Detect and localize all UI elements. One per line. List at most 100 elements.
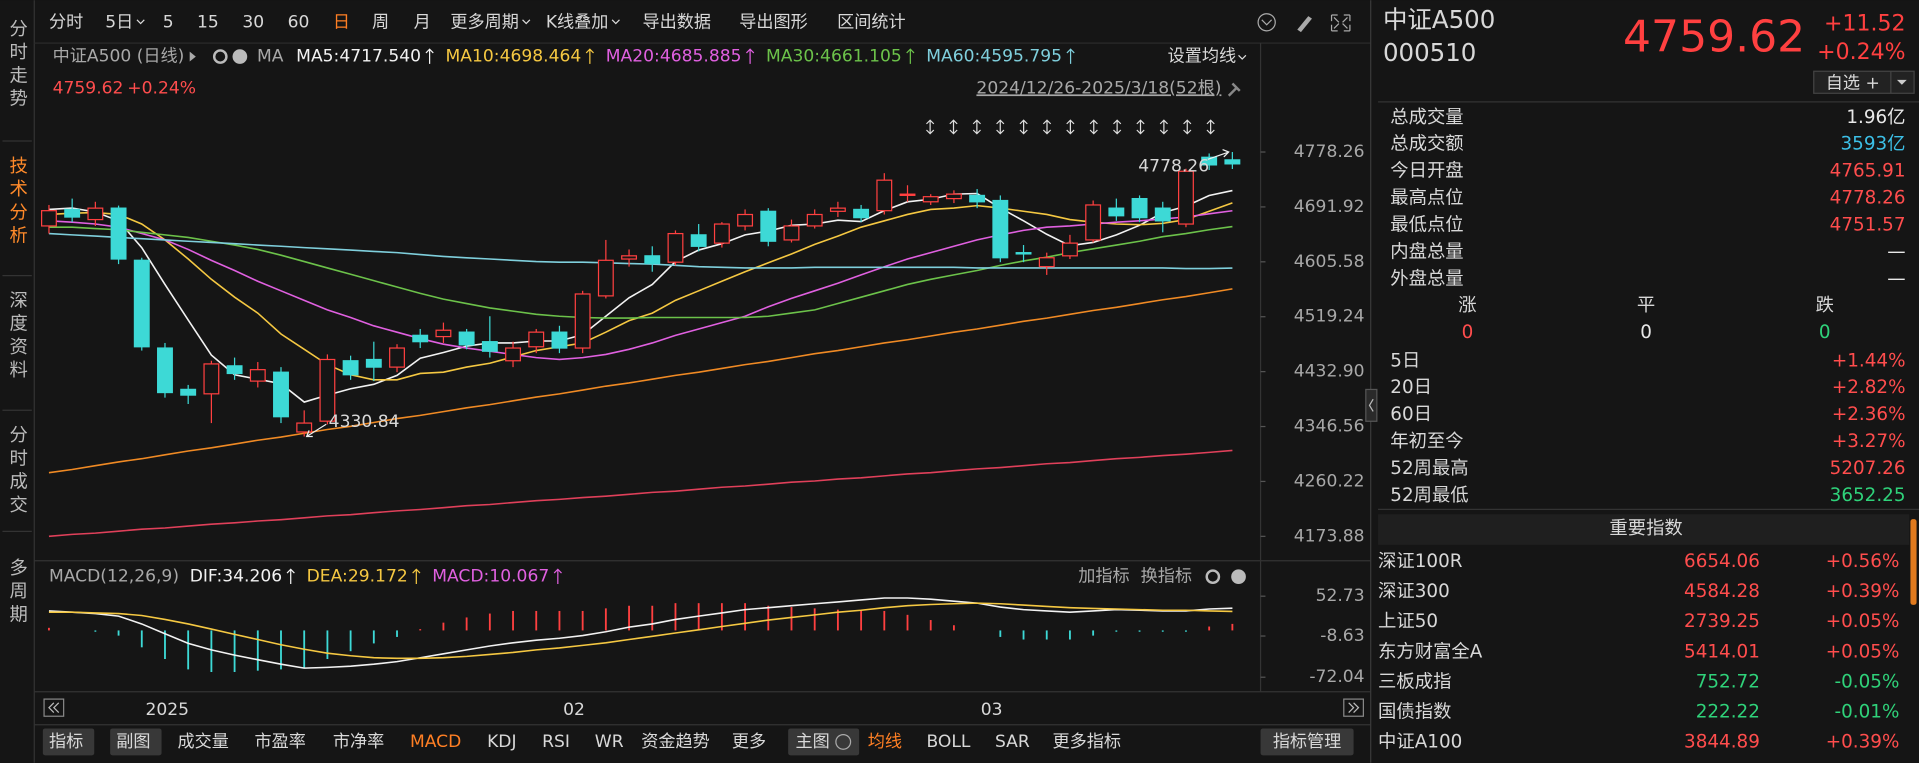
candle-body	[760, 210, 777, 242]
index-pct: +0.39%	[1826, 581, 1900, 602]
watch-button[interactable]	[1813, 70, 1915, 94]
toolbar-item[interactable]: 分时	[49, 12, 83, 32]
switch-indicator[interactable]: 换指标	[1141, 567, 1192, 587]
dropdown-glyph	[1238, 54, 1247, 60]
indicator-tab[interactable]: MACD	[410, 732, 461, 752]
nav-tab[interactable]: 深度资料	[7, 290, 28, 383]
tab-button[interactable]	[42, 728, 95, 756]
candle-body	[64, 208, 81, 218]
close-icon[interactable]	[1231, 569, 1246, 585]
index-name[interactable]: 上证50	[1378, 611, 1438, 632]
toolbar-item[interactable]: 60	[288, 12, 310, 32]
index-name[interactable]: 国债指数	[1378, 702, 1451, 723]
indicator-tab[interactable]: 更多	[732, 732, 766, 752]
index-pct: +0.56%	[1826, 551, 1900, 572]
indicator-tab[interactable]: RSI	[542, 732, 570, 752]
low-arrow	[305, 423, 327, 438]
candle-body	[481, 341, 498, 352]
legend-entry: MA60:4595.795	[926, 47, 1062, 67]
toolbar-item[interactable]: 15	[197, 12, 219, 32]
main-tab[interactable]: 主图	[796, 732, 830, 752]
candle-body	[853, 208, 870, 219]
nav-tab[interactable]: 分时成交	[7, 425, 28, 518]
ma-settings[interactable]: 设置均线	[1168, 47, 1237, 67]
indicator-tab[interactable]: WR	[595, 732, 624, 752]
legend-entry: MA5:4717.540	[296, 47, 421, 67]
toolbar-item[interactable]: 日	[333, 12, 350, 32]
indicator-tab[interactable]: 成交量	[177, 732, 228, 752]
candle-body	[737, 213, 754, 227]
collapse-button[interactable]	[1365, 388, 1378, 422]
toolbar-item[interactable]: 周	[372, 12, 389, 32]
toolbar-item[interactable]: 5日	[105, 12, 133, 32]
index-name[interactable]: 中证A100	[1378, 732, 1462, 753]
indicator-tab[interactable]: 市盈率	[255, 732, 306, 752]
date-range[interactable]: 2024/12/26-2025/3/18(52根)	[976, 78, 1221, 98]
index-name[interactable]: 三板成指	[1378, 671, 1451, 692]
settings-icon[interactable]	[1205, 569, 1221, 585]
dropdown-glyph	[1261, 19, 1273, 26]
pin-icon[interactable]	[1227, 82, 1241, 97]
toolbar-item[interactable]: 区间统计	[837, 12, 906, 32]
settings-icon[interactable]	[212, 49, 228, 64]
toolbar-item[interactable]: K线叠加	[546, 12, 609, 32]
quote-pct: +0.24%	[1817, 40, 1905, 65]
scrollbar[interactable]	[1910, 519, 1917, 605]
close-icon[interactable]	[232, 49, 248, 64]
high-label: 4778.26	[1138, 157, 1209, 177]
tab-button[interactable]	[110, 728, 162, 756]
toolbar-item[interactable]: 导出数据	[643, 12, 712, 32]
stat-label: 今日开盘	[1390, 161, 1463, 182]
breadth-value: 0	[1462, 322, 1474, 343]
indicator-tab[interactable]: 指标	[49, 732, 83, 752]
stat-label: 外盘总量	[1390, 268, 1463, 289]
toolbar-item[interactable]: 5	[163, 12, 174, 32]
y-tick-label: -72.04	[1309, 667, 1364, 687]
trend-icon	[425, 48, 434, 64]
manage-indicators[interactable]: 指标管理	[1273, 732, 1342, 752]
main-tab[interactable]: BOLL	[926, 732, 970, 752]
y-tick-label: 4346.56	[1294, 417, 1365, 437]
nav-tab[interactable]: 多周期	[7, 558, 28, 628]
fullscreen-icon[interactable]	[1330, 14, 1351, 32]
dynamic-layer: 分时 5日 5 15 30 60 日 周 月更多周期 K线叠加 导出数据 导出图形 区间统计 分时走势技术…	[2, 12, 1906, 756]
scroll-right[interactable]	[1343, 698, 1364, 717]
expand-icon[interactable]	[189, 51, 196, 62]
toolbar-item[interactable]: 月	[414, 12, 431, 32]
dropdown-icon[interactable]	[1257, 13, 1276, 32]
toolbar-item[interactable]: 导出图形	[739, 12, 808, 32]
add-indicator[interactable]: 加指标	[1078, 567, 1129, 587]
index-name[interactable]: 深证100R	[1378, 551, 1463, 572]
index-value: 4584.28	[1684, 581, 1760, 602]
toolbar-item[interactable]: 更多周期	[450, 12, 519, 32]
index-name[interactable]: 东方财富全A	[1378, 641, 1483, 662]
main-tab[interactable]: 更多指标	[1053, 732, 1122, 752]
toolbar-item[interactable]: 30	[242, 12, 264, 32]
indicator-tab[interactable]: 市净率	[333, 732, 384, 752]
candle-body	[690, 234, 707, 247]
breadth-value: 0	[1640, 322, 1652, 343]
stat-value: 4778.26	[1830, 188, 1906, 209]
event-icon	[949, 119, 958, 135]
indicator-tab[interactable]: 资金趋势	[641, 732, 710, 752]
nav-tab[interactable]: 分时走势	[7, 19, 28, 112]
candle-body	[1224, 159, 1241, 165]
draw-icon[interactable]	[1297, 16, 1312, 33]
watch-dropdown[interactable]	[1896, 79, 1907, 85]
indicator-tab[interactable]: KDJ	[487, 732, 516, 752]
indicator-tab[interactable]: 副图	[116, 732, 150, 752]
main-tab[interactable]: SAR	[995, 732, 1030, 752]
breadth-label: 平	[1637, 295, 1655, 316]
x-tick-label: 02	[563, 700, 585, 720]
event-icon	[1183, 119, 1192, 135]
event-icon	[1159, 119, 1168, 135]
tab-button[interactable]	[1260, 728, 1354, 756]
event-icon	[1042, 119, 1052, 135]
candle-body	[1085, 204, 1102, 241]
quote-name: 中证A500	[1383, 5, 1495, 34]
candle-body	[1108, 207, 1125, 217]
index-name[interactable]: 深证300	[1378, 581, 1450, 602]
main-tab[interactable]: 均线	[868, 732, 902, 752]
scroll-left[interactable]	[43, 698, 65, 717]
nav-tab[interactable]: 技术分析	[7, 156, 28, 249]
